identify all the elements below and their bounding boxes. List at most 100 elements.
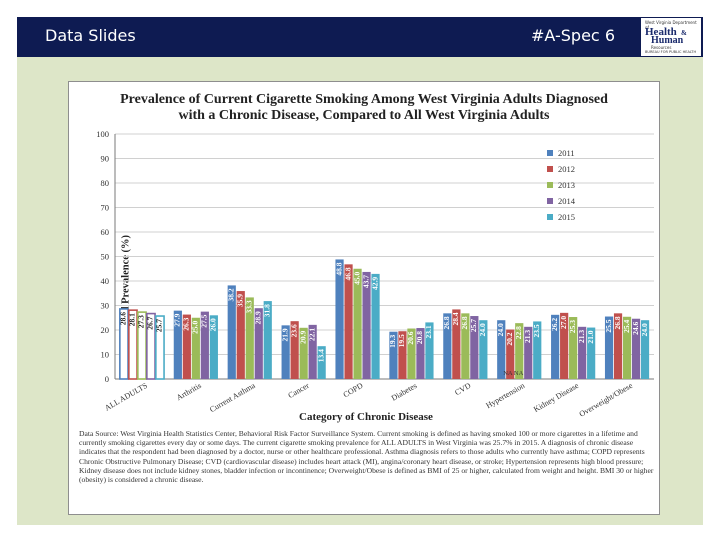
bar [497,320,506,379]
bar [290,321,299,379]
bar-data-label: 23.5 [532,324,541,337]
bar-data-label: 20.2 [505,332,514,345]
bar-data-label: 26.2 [550,318,559,331]
x-tick-label: Hypertension [484,381,526,410]
bar [622,316,632,379]
bar [506,329,515,379]
bar-data-label: 23.1 [424,325,433,338]
bar-data-label: 27.9 [173,313,182,326]
bar [236,291,245,379]
bar-data-label: 21.0 [586,330,595,343]
bar [425,322,434,379]
bar [604,316,614,379]
bar-data-label: 26.7 [146,316,155,329]
bar [443,313,452,379]
y-tick-label: 90 [101,154,110,164]
bar [631,318,641,379]
chart-card: Prevalence of Current Cigarette Smoking … [68,81,660,515]
slide-section-title: Data Slides [45,26,136,45]
chart-footnote: Data Source: West Virginia Health Statis… [79,429,654,485]
logo-text-top: West Virginia Department of [645,20,697,30]
bar [560,312,569,379]
bar [353,268,362,379]
bar [344,264,353,379]
logo-text-amp: & [681,29,687,37]
bar-data-label: 26.3 [182,317,191,330]
bar [335,259,344,379]
bar [254,308,263,379]
bar-data-label: 27.0 [559,316,568,329]
x-axis-label: Category of Chronic Disease [299,411,433,423]
x-tick-label: Cancer [287,381,311,400]
bar-data-label: 22.8 [514,326,523,339]
bar [209,315,218,379]
legend-swatch [547,150,553,156]
bar-data-label: 20.9 [298,331,307,344]
x-tick-label: Current Asthma [208,381,257,414]
bar [587,327,596,379]
bar-data-label: 25.7 [469,319,478,332]
bar-data-label: 42.9 [370,277,379,290]
bar-data-label: 38.2 [226,288,235,301]
legend-entry: 2014 [558,196,576,206]
bar-data-label: 31.8 [262,304,271,317]
bar-data-label: 48.8 [334,262,343,275]
y-tick-label: 80 [101,178,110,188]
bar-data-label: 28.1 [128,313,137,326]
x-tick-label: Overweight/Obese [578,381,635,419]
bar-data-label: 25.4 [622,320,631,333]
x-tick-label: CVD [453,381,472,397]
bar [245,297,254,379]
bar-data-label: 21.3 [523,330,532,343]
bar [524,326,533,379]
bar-data-label: 24.0 [640,323,649,336]
bar-data-label: 28.4 [451,312,460,325]
slide-spec-label: #A-Spec 6 [531,26,615,45]
y-tick-label: 0 [105,374,109,384]
header-bar: Data Slides #A-Spec 6 West Virginia Depa… [17,17,703,57]
chart-title-line-1: Prevalence of Current Cigarette Smoking … [120,92,608,107]
bar [371,273,380,379]
bar [389,331,398,379]
bar [461,313,470,379]
bar [479,320,488,379]
bar-data-label: 13.4 [316,349,325,362]
legend-entry: 2011 [558,148,575,158]
x-tick-label: COPD [342,381,365,400]
bar [613,313,623,379]
y-tick-label: 50 [101,252,110,262]
legend-entry: 2015 [558,212,575,222]
bar [182,314,191,379]
bar [533,321,542,379]
x-tick-label: Diabetes [390,381,419,403]
bar [299,327,308,379]
bar-data-label: 33.3 [244,300,253,313]
legend-entry: 2013 [558,180,575,190]
bar-data-label: 26.8 [460,316,469,329]
bar [452,309,461,379]
y-tick-label: 40 [101,276,110,286]
y-tick-label: 70 [101,203,110,213]
bar-data-label: 21.9 [280,328,289,341]
bar-data-label: 20.8 [415,331,424,344]
bar-data-label: 21.3 [577,330,586,343]
logo-text-health: Health [645,26,677,38]
bar [416,328,425,379]
bar-data-label: 25.5 [604,319,613,332]
y-tick-label: 100 [96,129,109,139]
bar [200,311,209,379]
bar [470,316,479,379]
legend-swatch [547,182,553,188]
bar [398,331,407,379]
y-tick-label: 20 [101,325,110,335]
bar-data-label: 25.7 [155,319,164,332]
legend-swatch [547,166,553,172]
bar [551,314,560,379]
bar [191,317,200,379]
bar-data-label: 24.0 [478,323,487,336]
bar-data-label: 35.9 [235,294,244,307]
bar [263,301,272,379]
bar-data-label: 46.8 [343,267,352,280]
x-tick-label: Kidney Disease [532,381,581,414]
